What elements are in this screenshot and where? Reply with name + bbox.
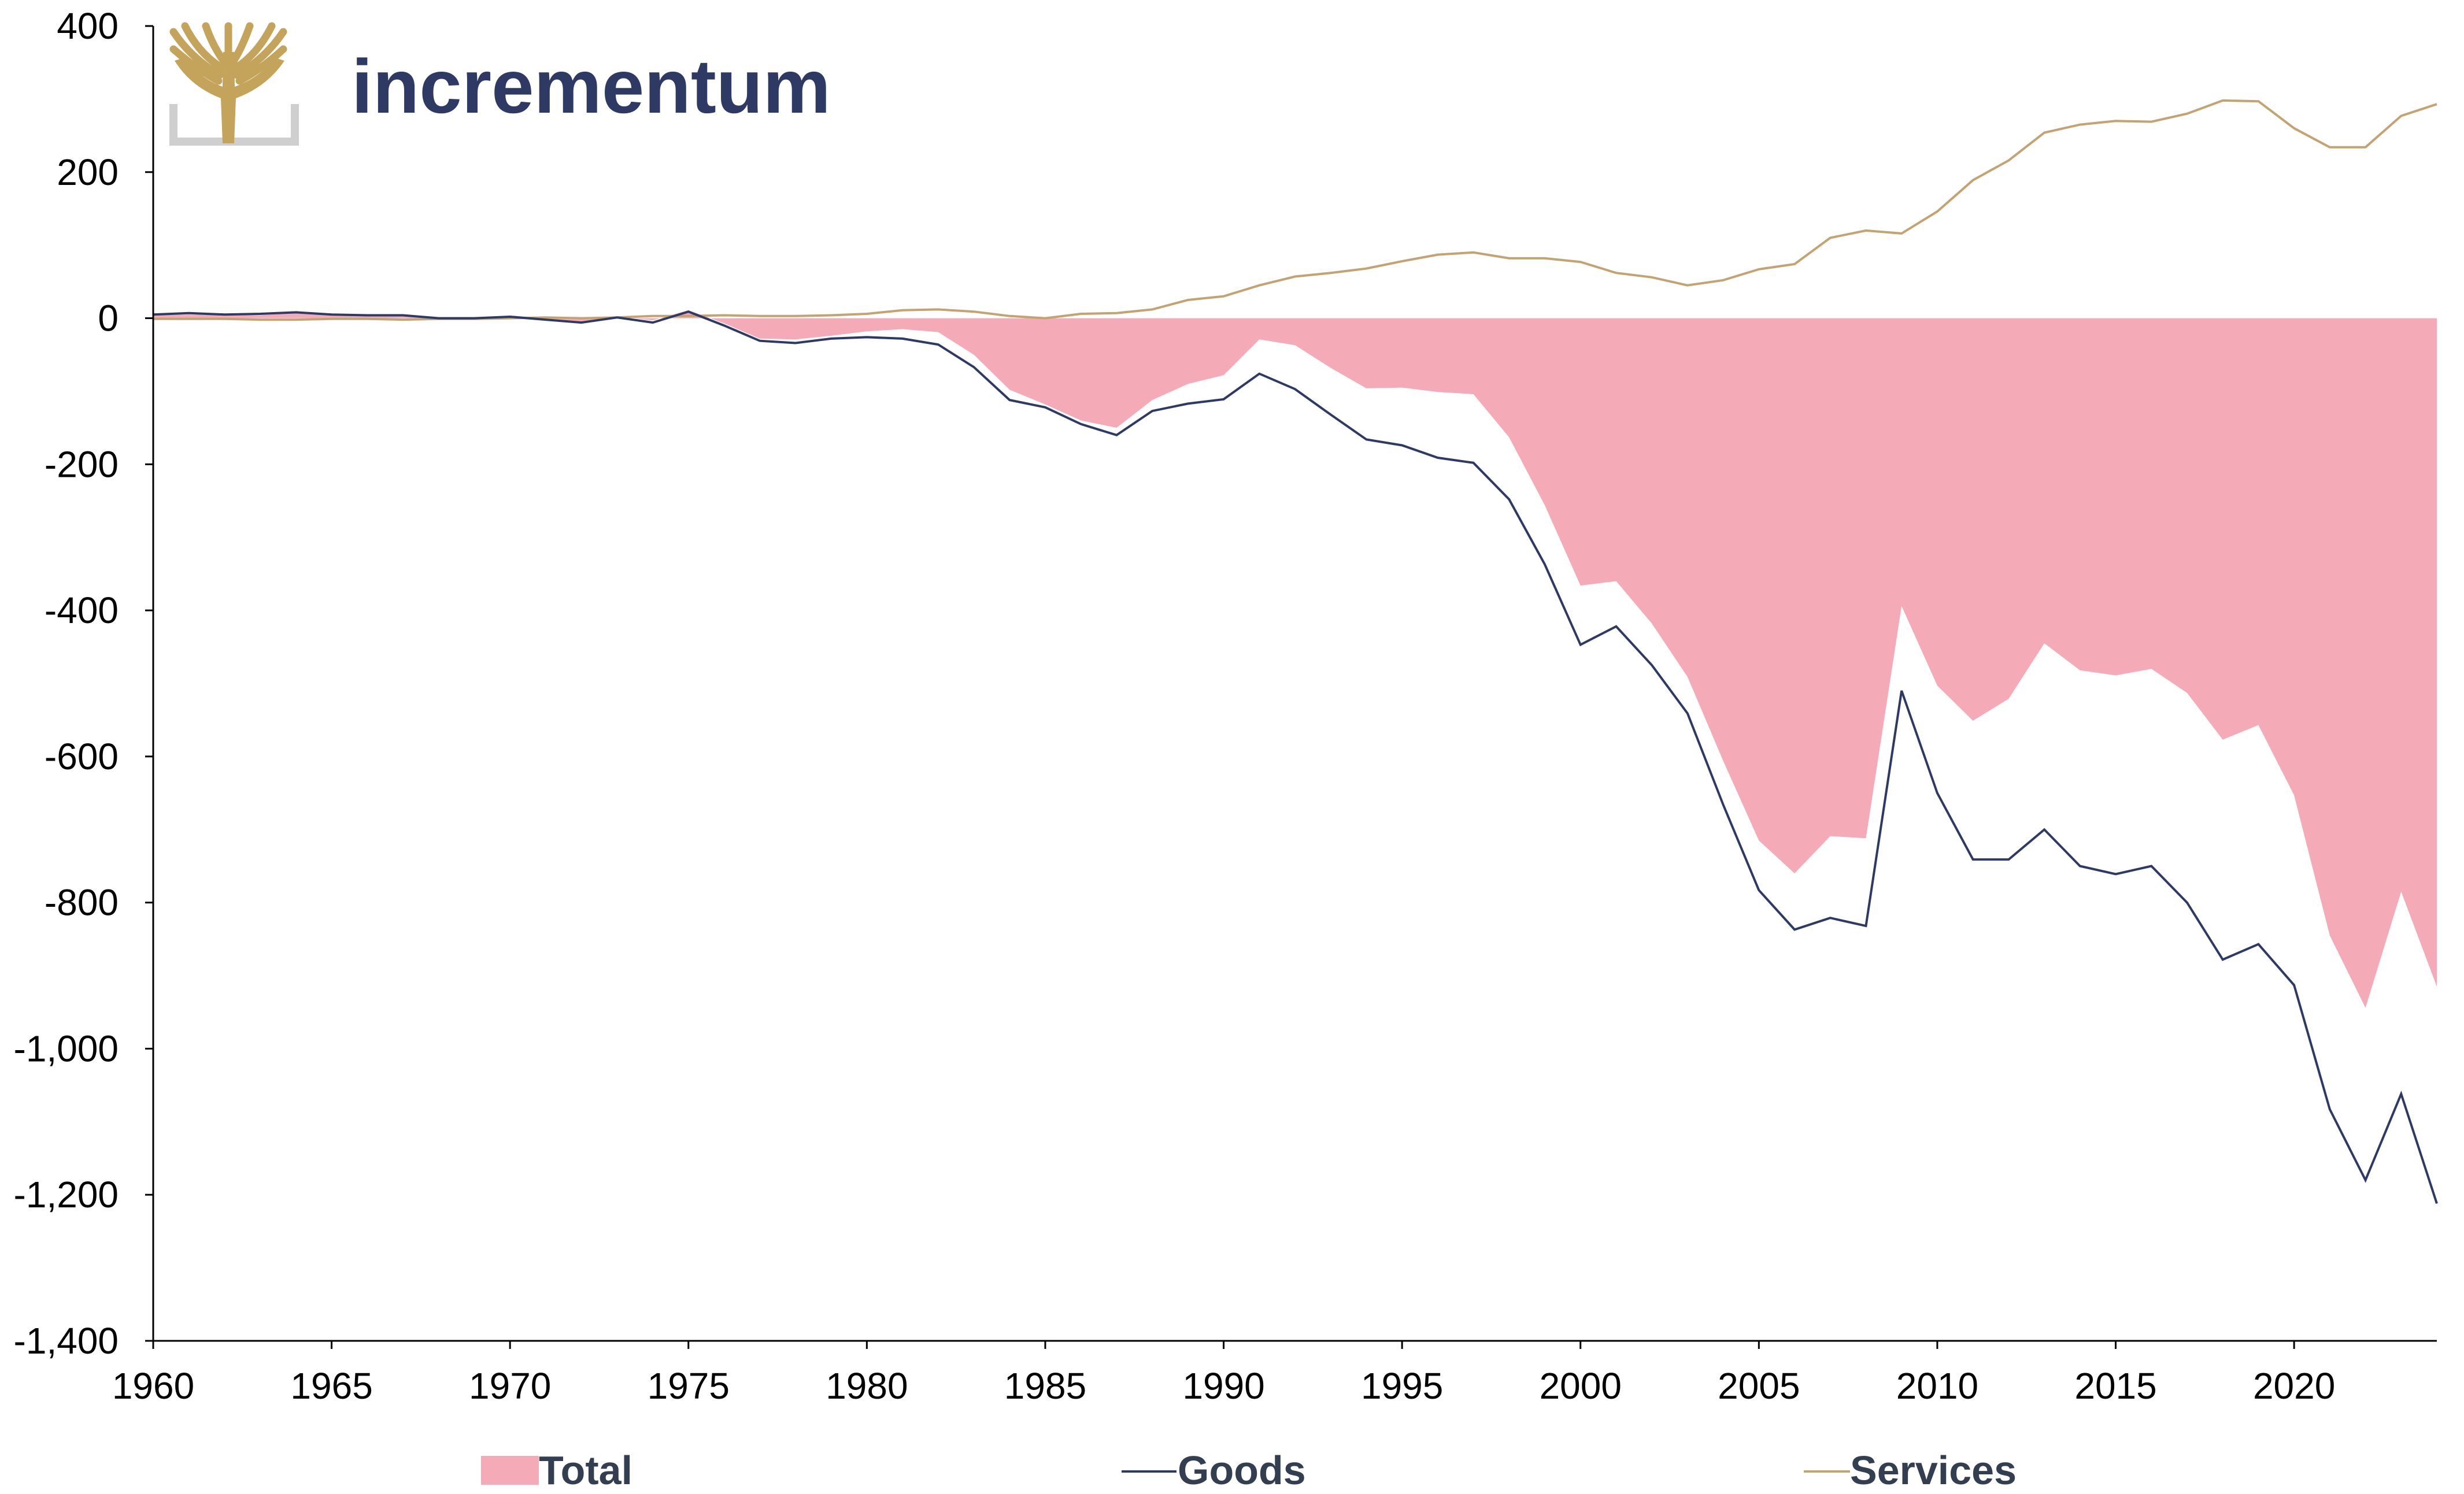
x-tick-label: 1970 — [469, 1365, 551, 1407]
legend-label-total: Total — [539, 1448, 632, 1493]
y-tick-label: 400 — [57, 5, 119, 47]
incrementum-logo: incrementum — [169, 22, 831, 146]
y-tick-label: -800 — [45, 882, 119, 924]
x-tick-label: 1960 — [112, 1365, 194, 1407]
x-tick-label: 2015 — [2074, 1365, 2156, 1407]
x-tick-label: 2010 — [1896, 1365, 1978, 1407]
legend-item-total: Total — [481, 1448, 632, 1493]
x-tick-label: 1990 — [1182, 1365, 1264, 1407]
y-tick-label: 200 — [57, 151, 119, 193]
x-axis-ticks: 1960 1965 1970 1975 1980 1985 1990 1995 2000 2005… — [112, 1341, 2335, 1407]
series-line-services — [153, 99, 2437, 321]
x-tick-label: 1985 — [1004, 1365, 1086, 1407]
y-tick-label: -200 — [45, 443, 119, 485]
y-tick-label: -600 — [45, 736, 119, 777]
y-tick-label: -400 — [45, 590, 119, 631]
series-line-goods — [153, 310, 2438, 1204]
y-tick-label: -1,200 — [14, 1174, 119, 1215]
y-tick-label: -1,000 — [14, 1028, 119, 1069]
legend-item-services: Services — [1804, 1448, 2017, 1493]
legend: Total Goods Services — [481, 1448, 2017, 1493]
x-tick-label: 1975 — [648, 1365, 730, 1407]
x-tick-label: 1980 — [826, 1365, 908, 1407]
x-tick-label: 2005 — [1718, 1365, 1800, 1407]
logo-wordmark: incrementum — [352, 44, 831, 129]
legend-label-goods: Goods — [1178, 1448, 1306, 1493]
y-tick-label: 0 — [98, 298, 119, 339]
series-area-total — [153, 310, 2437, 1008]
tree-icon — [169, 22, 287, 143]
legend-swatch-total — [481, 1456, 539, 1485]
y-axis-ticks: 400 200 0 -200 -400 -600 -800 -1,000 -1,200 -1,40… — [14, 5, 153, 1362]
x-tick-label: 1995 — [1361, 1365, 1443, 1407]
legend-item-goods: Goods — [1122, 1448, 1306, 1493]
x-tick-label: 1965 — [290, 1365, 372, 1407]
x-tick-label: 2000 — [1540, 1365, 1622, 1407]
legend-label-services: Services — [1850, 1448, 2017, 1493]
y-tick-label: -1,400 — [14, 1320, 119, 1362]
x-tick-label: 2020 — [2253, 1365, 2335, 1407]
